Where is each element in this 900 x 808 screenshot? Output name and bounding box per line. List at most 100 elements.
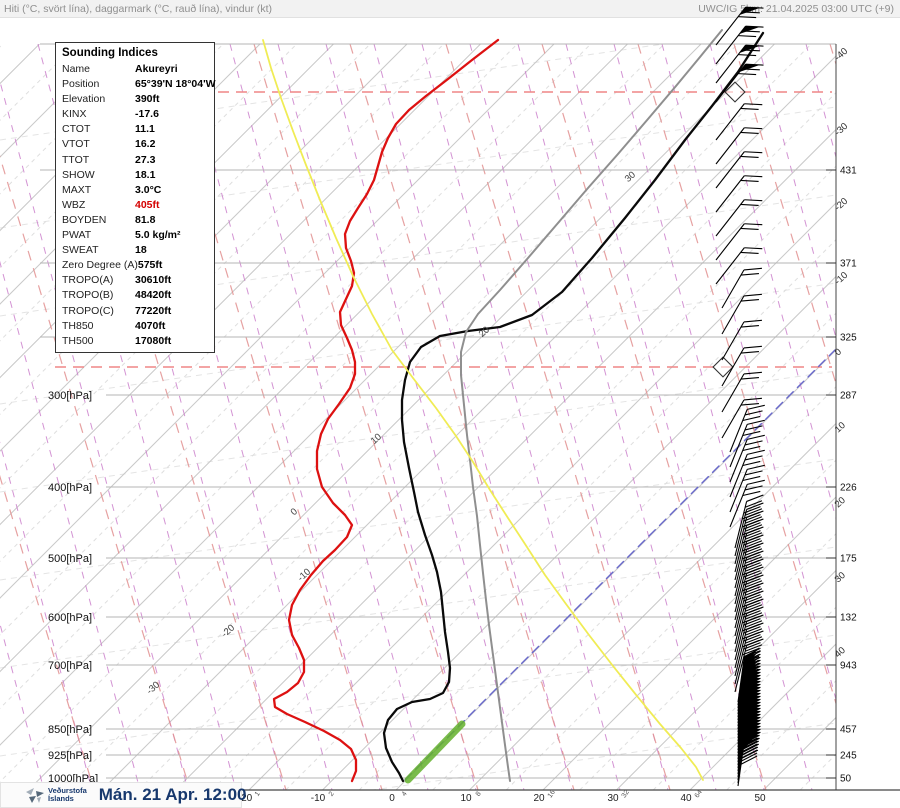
indices-row-value: 81.8 bbox=[135, 213, 156, 226]
indices-rows: Name Akureyri Position 65°39'N 18°04'W Eleva… bbox=[56, 62, 216, 349]
indices-row-value: 27.3 bbox=[135, 153, 156, 166]
svg-text:30: 30 bbox=[607, 793, 619, 804]
svg-text:245: 245 bbox=[840, 751, 857, 762]
indices-row-value: 11.1 bbox=[135, 123, 155, 136]
indices-row: SHOW 18.1 bbox=[56, 168, 214, 183]
indices-row-label: Position bbox=[62, 78, 100, 91]
blue-dashed-line-curve bbox=[404, 349, 836, 781]
svg-text:1: 1 bbox=[254, 790, 262, 797]
svg-text:287: 287 bbox=[840, 391, 857, 402]
indices-row-label: SHOW bbox=[62, 168, 95, 181]
indices-row: TROPO(C) 77220ft bbox=[56, 304, 214, 319]
indices-row: KINX -17.6 bbox=[56, 107, 214, 122]
tropopause-lines bbox=[55, 81, 832, 378]
indices-row: WBZ 405ft bbox=[56, 198, 214, 213]
indices-row-value: 18.1 bbox=[135, 168, 156, 181]
indices-row: MAXT 3.0°C bbox=[56, 183, 214, 198]
svg-text:600[hPa]: 600[hPa] bbox=[48, 612, 92, 624]
indices-row: Elevation 390ft bbox=[56, 92, 214, 107]
indices-row-value: 48420ft bbox=[135, 289, 172, 302]
svg-text:16: 16 bbox=[547, 789, 557, 799]
svg-text:8: 8 bbox=[475, 790, 483, 797]
svg-text:-20: -20 bbox=[220, 622, 238, 639]
svg-text:943: 943 bbox=[840, 661, 857, 672]
svg-text:300[hPa]: 300[hPa] bbox=[48, 390, 92, 402]
yellow-curve-curve bbox=[262, 39, 704, 781]
svg-text:0: 0 bbox=[289, 506, 300, 518]
svg-text:-20: -20 bbox=[833, 196, 851, 213]
axis-labels: 431 371 325 300[hPa] 287 400[hPa] 226 500[hPa] 1… bbox=[48, 46, 857, 804]
indices-row-label: KINX bbox=[62, 108, 87, 121]
indices-row: TH500 17080ft bbox=[56, 334, 214, 349]
svg-text:457: 457 bbox=[840, 725, 857, 736]
indices-row-value: 77220ft bbox=[135, 304, 172, 317]
svg-text:371: 371 bbox=[840, 259, 857, 270]
indices-row-value: 4070ft bbox=[135, 319, 166, 332]
datetime-label: Mán. 21 Apr. 12:00 bbox=[98, 785, 247, 804]
indices-row-value: 5.0 kg/m² bbox=[135, 229, 181, 242]
svg-text:4: 4 bbox=[401, 790, 409, 797]
vedurstofa-logo bbox=[26, 788, 44, 803]
indices-row-label: WBZ bbox=[62, 198, 86, 211]
indices-row: TROPO(A) 30610ft bbox=[56, 273, 214, 288]
indices-row-value: 18 bbox=[135, 244, 147, 257]
indices-row: Position 65°39'N 18°04'W bbox=[56, 77, 216, 92]
indices-row: CTOT 11.1 bbox=[56, 122, 214, 137]
svg-text:10: 10 bbox=[369, 432, 384, 447]
reference-gray-curve bbox=[460, 29, 723, 782]
indices-row-value: 30610ft bbox=[135, 274, 172, 287]
legend-text: Hiti (°C, svört lína), daggarmark (°C, r… bbox=[4, 3, 273, 15]
temperature-curve bbox=[382, 31, 765, 783]
dewpoint-curve bbox=[272, 38, 500, 783]
indices-row: TTOT 27.3 bbox=[56, 153, 214, 168]
indices-row-value: 390ft bbox=[135, 93, 160, 106]
svg-text:850[hPa]: 850[hPa] bbox=[48, 724, 92, 736]
svg-text:700[hPa]: 700[hPa] bbox=[48, 660, 92, 672]
svg-text:0: 0 bbox=[833, 347, 844, 359]
svg-text:40: 40 bbox=[833, 645, 848, 660]
indices-row-value: Akureyri bbox=[135, 63, 178, 75]
indices-row: VTOT 16.2 bbox=[56, 137, 214, 152]
indices-row-value: 3.0°C bbox=[135, 183, 162, 196]
svg-text:50: 50 bbox=[840, 774, 852, 785]
indices-row-label: PWAT bbox=[62, 229, 92, 242]
svg-text:-10: -10 bbox=[311, 793, 326, 804]
indices-row-label: TH500 bbox=[62, 334, 94, 347]
indices-title: Sounding Indices bbox=[62, 47, 158, 59]
indices-row: TROPO(B) 48420ft bbox=[56, 288, 214, 303]
top-bar: Hiti (°C, svört lína), daggarmark (°C, r… bbox=[0, 0, 900, 18]
indices-row-value: 16.2 bbox=[135, 138, 156, 151]
indices-row: SWEAT 18 bbox=[56, 243, 214, 258]
indices-row-label: SWEAT bbox=[62, 244, 99, 257]
svg-text:325: 325 bbox=[840, 333, 857, 344]
logo-text: Veðurstofa Íslands bbox=[48, 787, 87, 803]
svg-text:175: 175 bbox=[840, 554, 857, 565]
indices-row: BOYDEN 81.8 bbox=[56, 213, 214, 228]
indices-row-label: TROPO(B) bbox=[62, 289, 114, 302]
svg-text:2: 2 bbox=[328, 790, 336, 797]
indices-row-value: 65°39'N 18°04'W bbox=[135, 78, 216, 91]
svg-text:20: 20 bbox=[533, 793, 545, 804]
svg-text:925[hPa]: 925[hPa] bbox=[48, 750, 92, 762]
svg-text:-40: -40 bbox=[833, 46, 851, 63]
indices-row-label: BOYDEN bbox=[62, 213, 107, 226]
svg-text:-10: -10 bbox=[833, 270, 851, 287]
svg-text:-30: -30 bbox=[833, 121, 851, 138]
indices-row: TH850 4070ft bbox=[56, 319, 214, 334]
indices-row-label: TROPO(A) bbox=[62, 274, 114, 287]
indices-row: Zero Degree (A) 575ft bbox=[56, 258, 214, 273]
indices-row-label: MAXT bbox=[62, 183, 92, 196]
datetime-overlay: Veðurstofa Íslands Mán. 21 Apr. 12:00 bbox=[0, 782, 246, 808]
indices-row-label: Zero Degree (A) bbox=[62, 259, 138, 272]
indices-row-label: CTOT bbox=[62, 123, 91, 136]
indices-row: PWAT 5.0 kg/m² bbox=[56, 228, 214, 243]
indices-row-label: VTOT bbox=[62, 138, 90, 151]
svg-text:64: 64 bbox=[694, 789, 704, 799]
svg-text:50: 50 bbox=[754, 793, 766, 804]
svg-text:40: 40 bbox=[680, 793, 692, 804]
svg-text:400[hPa]: 400[hPa] bbox=[48, 482, 92, 494]
svg-text:226: 226 bbox=[840, 483, 857, 494]
indices-row: Name Akureyri bbox=[56, 62, 214, 77]
